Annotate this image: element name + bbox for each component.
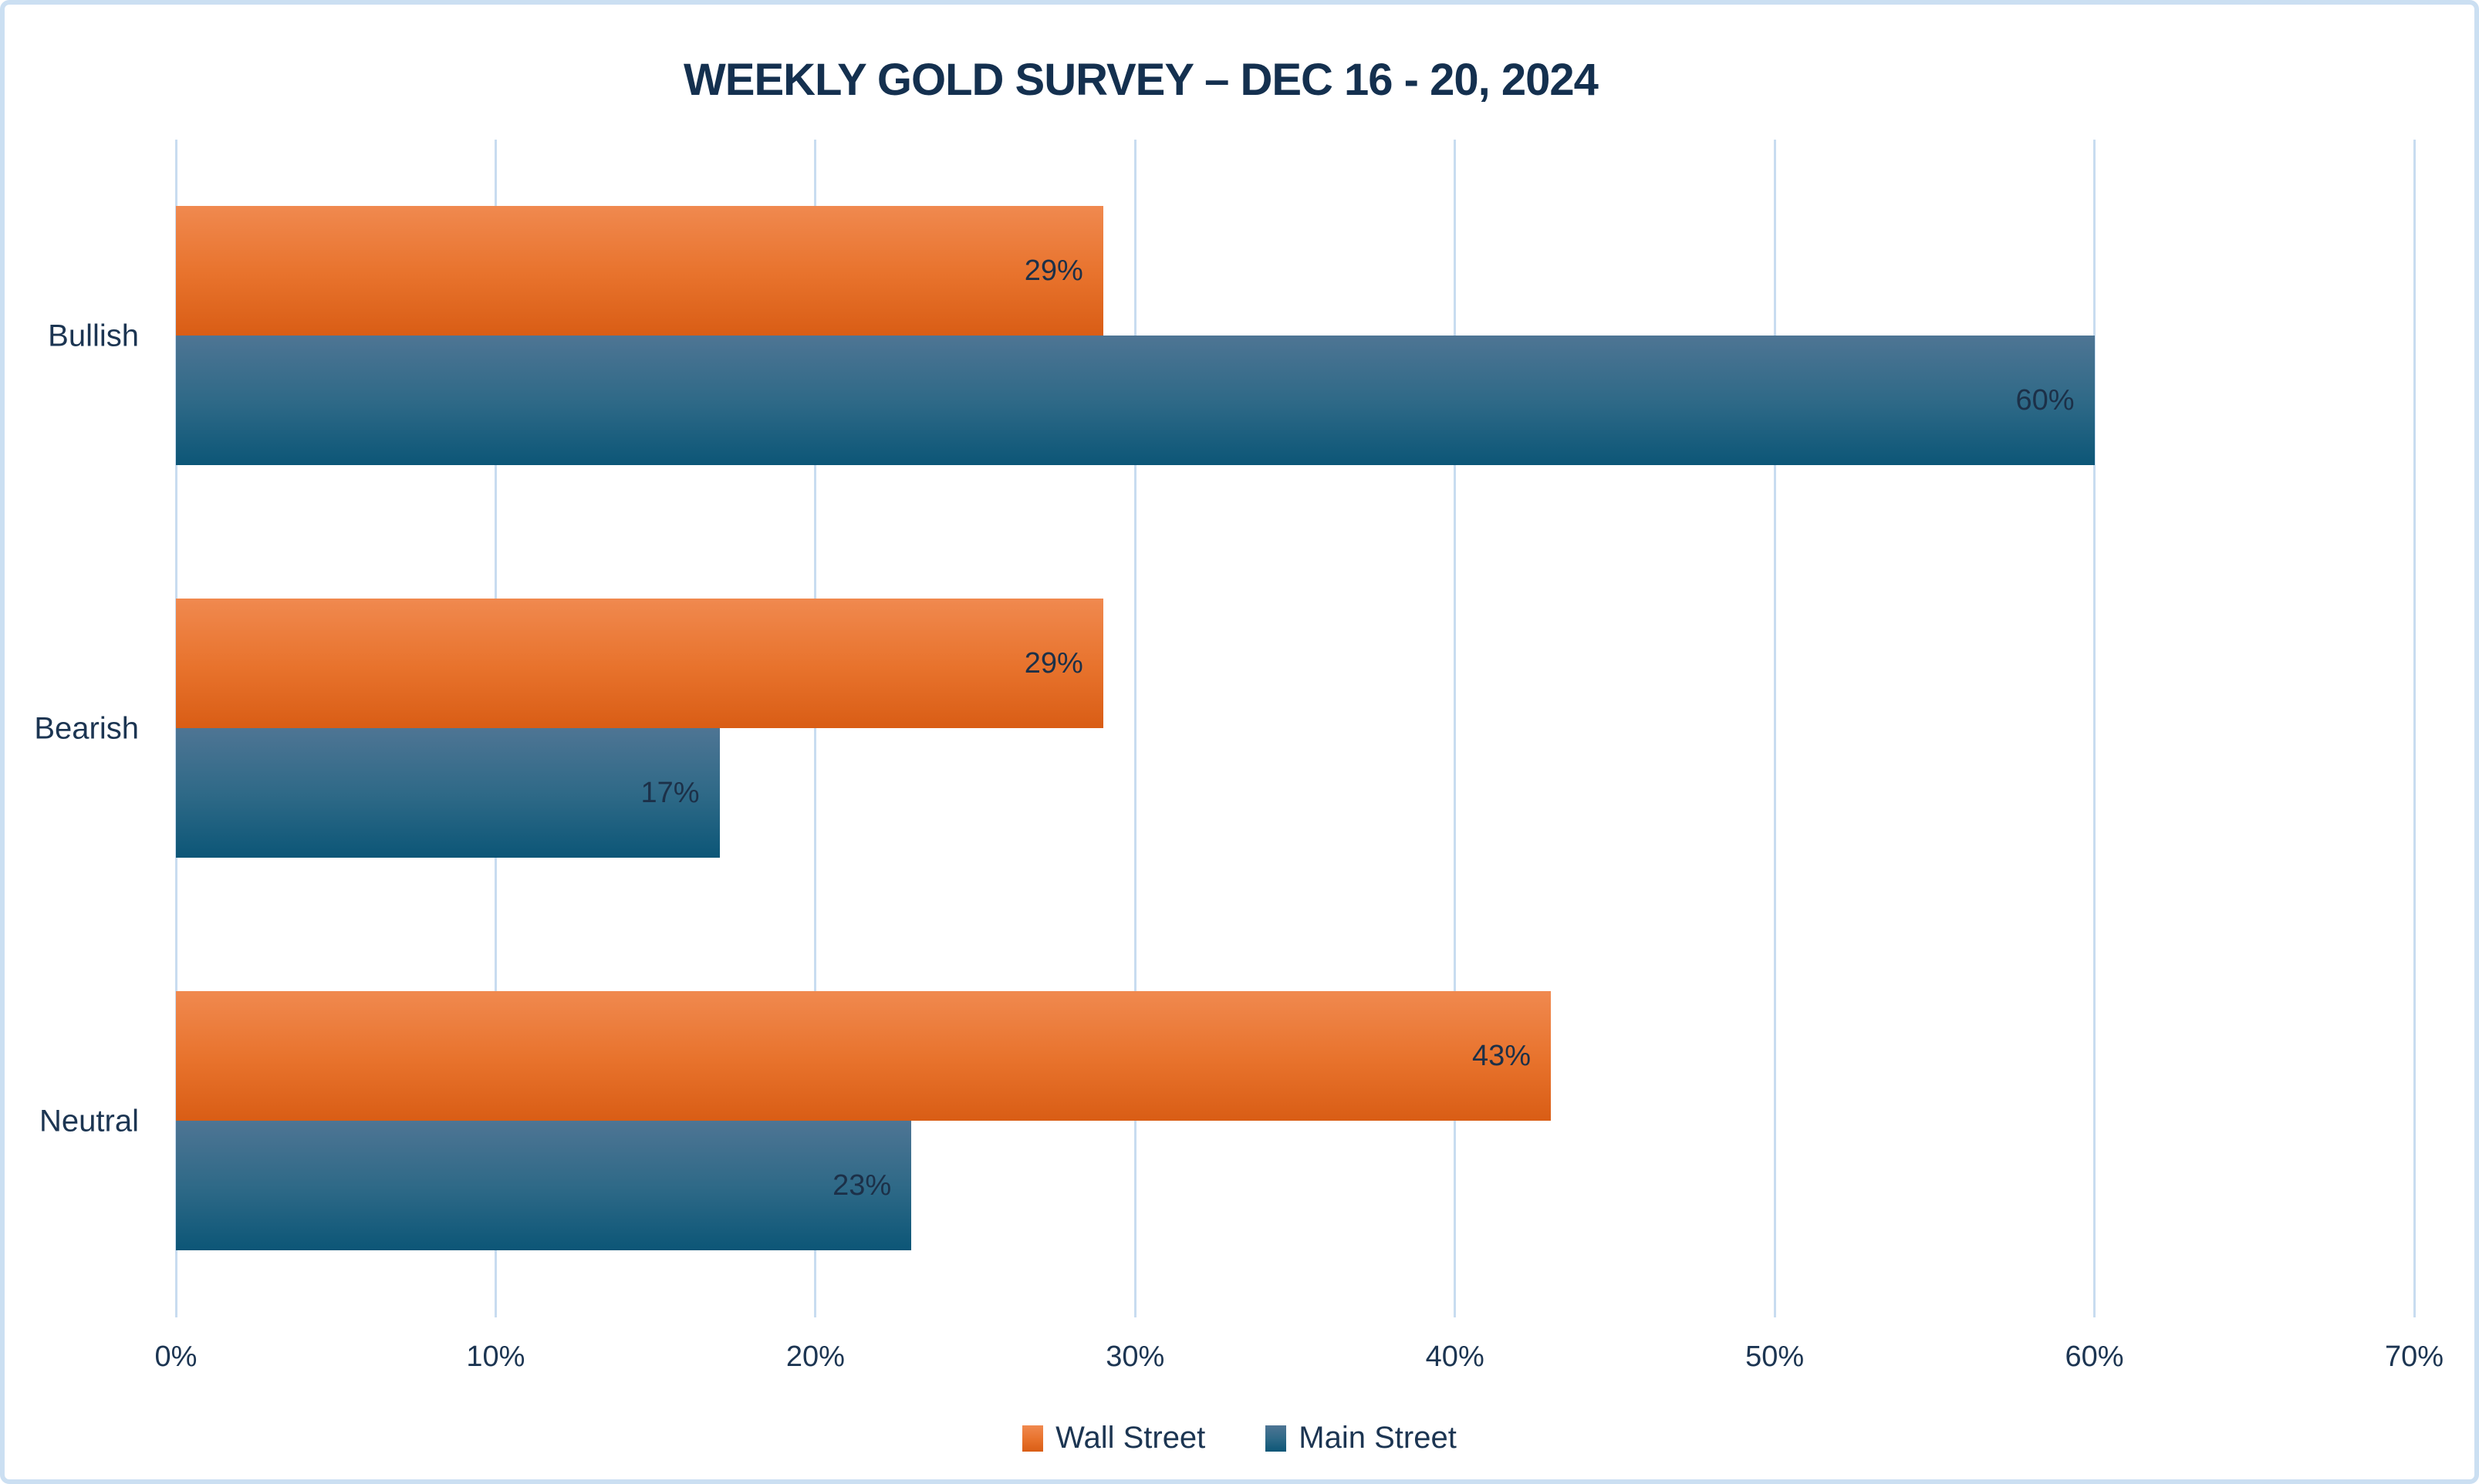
main-street-swatch-icon <box>1265 1425 1287 1452</box>
legend-item-wall-street: Wall Street <box>1022 1421 1205 1455</box>
x-axis-tick-label: 20% <box>785 1341 845 1373</box>
gridline <box>1454 140 1457 1317</box>
legend-label-wall-street: Wall Street <box>1055 1421 1206 1455</box>
gridline <box>1133 140 1136 1317</box>
legend-label-main-street: Main Street <box>1299 1421 1457 1455</box>
plot-area: 29% 60% 29% 17% 43% 23% <box>174 140 2416 1317</box>
x-axis-tick-label: 0% <box>154 1341 198 1373</box>
bar-wall-street-bullish: 29% <box>176 206 1103 336</box>
legend-item-main-street: Main Street <box>1265 1421 1457 1455</box>
gridline <box>2413 140 2416 1317</box>
bar-main-street-bullish: 60% <box>176 336 2095 466</box>
x-axis-tick-label: 10% <box>466 1341 525 1373</box>
category-band-bearish: 29% 17% <box>176 532 2414 925</box>
legend: Wall Street Main Street <box>5 1421 2474 1455</box>
gridline <box>1773 140 1776 1317</box>
bar-main-street-neutral: 23% <box>176 1121 912 1251</box>
x-axis: 0% 10% 20% 30% 40% 50% 60% 70% <box>155 1341 2444 1387</box>
value-label: 23% <box>833 1169 892 1202</box>
wall-street-swatch-icon <box>1022 1425 1044 1452</box>
gridline <box>814 140 817 1317</box>
y-axis-category-labels: Bullish Bearish Neutral <box>5 140 139 1317</box>
value-label: 17% <box>640 776 700 809</box>
category-label-neutral: Neutral <box>39 1104 139 1138</box>
x-axis-tick-label: 30% <box>1106 1341 1165 1373</box>
value-label: 29% <box>1024 254 1083 287</box>
x-axis-tick-label: 70% <box>2384 1341 2444 1373</box>
value-label: 29% <box>1024 646 1083 680</box>
category-band-bullish: 29% 60% <box>176 140 2414 532</box>
chart-title: WEEKLY GOLD SURVEY – DEC 16 - 20, 2024 <box>684 55 1599 105</box>
category-label-bullish: Bullish <box>48 319 139 352</box>
value-label: 60% <box>2015 383 2075 417</box>
bar-wall-street-bearish: 29% <box>176 599 1103 729</box>
x-axis-tick-label: 60% <box>2065 1341 2124 1373</box>
bar-bands: 29% 60% 29% 17% 43% 23% <box>176 140 2414 1317</box>
gridline <box>2093 140 2096 1317</box>
bar-wall-street-neutral: 43% <box>176 991 1552 1121</box>
x-axis-tick-label: 50% <box>1745 1341 1805 1373</box>
x-axis-tick-label: 40% <box>1425 1341 1484 1373</box>
value-label: 43% <box>1471 1039 1532 1072</box>
bar-main-street-bearish: 17% <box>176 728 720 858</box>
category-band-neutral: 43% 23% <box>176 925 2414 1317</box>
category-label-bearish: Bearish <box>34 711 139 745</box>
